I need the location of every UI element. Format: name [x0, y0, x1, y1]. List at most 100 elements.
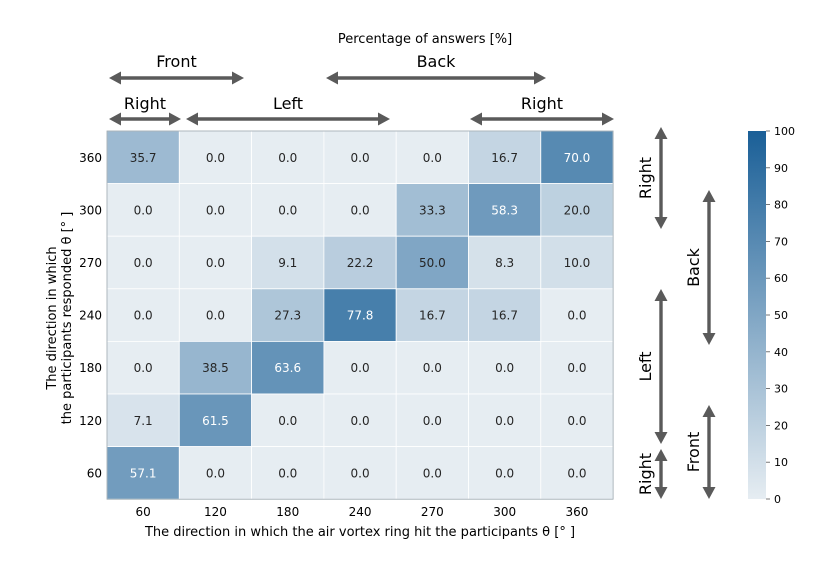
- cell-value-label: 57.1: [130, 466, 157, 480]
- side-range-arrow-head-top: [654, 127, 668, 139]
- heatmap-cell: [251, 183, 325, 237]
- colorbar-tick-label: 70: [774, 235, 788, 248]
- heatmap-cell: [540, 130, 614, 184]
- top-range-label: Right: [521, 94, 563, 113]
- heatmap-cell: [540, 446, 614, 500]
- heatmap-cell: [468, 446, 542, 500]
- heatmap-cell: [106, 130, 180, 184]
- cell-value-label: 10.0: [564, 256, 591, 270]
- heatmap-cell: [323, 288, 397, 342]
- side-range-arrow-head-top: [654, 449, 668, 461]
- top-range-arrow-head-right: [378, 112, 390, 126]
- cell-value-label: 0.0: [134, 256, 153, 270]
- heatmap-cell: [468, 235, 542, 290]
- cell-value-label: 16.7: [491, 151, 518, 165]
- heatmap-cell: [178, 183, 253, 237]
- heatmap-cell: [106, 340, 180, 395]
- top-annotations: Front Back Right Left Right: [109, 52, 614, 126]
- cell-value-label: 27.3: [274, 309, 301, 323]
- side-range-arrow-head-bottom: [654, 487, 668, 499]
- x-tick-label: 180: [276, 505, 299, 519]
- cell-value-label: 0.0: [134, 309, 153, 323]
- x-tick-label: 60: [136, 505, 151, 519]
- cell-value-label: 0.0: [351, 361, 370, 375]
- cell-value-label: 0.0: [278, 151, 297, 165]
- cell-value-label: 22.2: [347, 256, 374, 270]
- heatmap-cell: [178, 446, 253, 500]
- heatmap-cell: [540, 288, 614, 342]
- colorbar-tick-label: 20: [774, 419, 788, 432]
- y-tick-label: 300: [79, 203, 102, 217]
- cell-value-label: 8.3: [495, 256, 514, 270]
- side-range-label: Right: [636, 157, 655, 199]
- cell-value-label: 0.0: [423, 361, 442, 375]
- cell-value-label: 0.0: [351, 466, 370, 480]
- top-range-label: Right: [124, 94, 166, 113]
- cell-value-label: 58.3: [491, 203, 518, 217]
- heatmap-cell: [540, 340, 614, 395]
- y-axis-label-line2: the participants responded θ [° ]: [60, 212, 75, 425]
- cell-value-label: 0.0: [278, 466, 297, 480]
- heatmap-cell: [178, 340, 253, 395]
- cell-value-label: 0.0: [278, 414, 297, 428]
- y-tick-label: 120: [79, 414, 102, 428]
- top-range-arrow-head-left: [326, 71, 338, 85]
- heatmap-cell: [323, 393, 397, 447]
- cell-value-label: 0.0: [206, 466, 225, 480]
- cell-value-label: 0.0: [567, 361, 586, 375]
- top-range-arrow-head-right: [169, 112, 181, 126]
- top-range-label: Back: [417, 52, 457, 71]
- cell-value-label: 63.6: [274, 361, 301, 375]
- x-tick-label: 300: [493, 505, 516, 519]
- cell-value-label: 7.1: [134, 414, 153, 428]
- cell-value-label: 70.0: [564, 151, 591, 165]
- top-range-label: Front: [156, 52, 196, 71]
- top-range-label: Left: [273, 94, 303, 113]
- x-tick-label: 360: [565, 505, 588, 519]
- top-range-arrow-head-right: [232, 71, 244, 85]
- colorbar-tick-label: 100: [774, 125, 795, 138]
- heatmap-cell: [178, 235, 253, 290]
- cell-value-label: 0.0: [206, 151, 225, 165]
- x-tick-label: 270: [421, 505, 444, 519]
- colorbar: [748, 131, 766, 499]
- cell-value-label: 0.0: [567, 309, 586, 323]
- heatmap-cell: [468, 183, 542, 237]
- heatmap-cell: [251, 288, 325, 342]
- cell-value-label: 0.0: [567, 414, 586, 428]
- chart-title: Percentage of answers [%]: [338, 32, 512, 47]
- cell-value-label: 77.8: [347, 309, 374, 323]
- top-range-arrow-head-left: [109, 112, 121, 126]
- side-range-arrow-head-top: [702, 190, 716, 202]
- top-range-arrow-head-left: [470, 112, 482, 126]
- side-range-label: Back: [684, 247, 703, 287]
- cell-value-label: 0.0: [423, 414, 442, 428]
- heatmap-cell: [468, 288, 542, 342]
- colorbar-tick-label: 40: [774, 346, 788, 359]
- cell-value-label: 0.0: [134, 361, 153, 375]
- cell-value-label: 16.7: [491, 309, 518, 323]
- cell-value-label: 0.0: [495, 361, 514, 375]
- cell-value-label: 0.0: [278, 203, 297, 217]
- y-tick-label: 240: [79, 309, 102, 323]
- cell-value-label: 0.0: [351, 203, 370, 217]
- cell-value-label: 0.0: [567, 466, 586, 480]
- side-range-label: Left: [636, 351, 655, 381]
- colorbar-tick-label: 0: [774, 493, 781, 506]
- side-annotations: Right Left Right Back Front: [636, 127, 716, 499]
- cell-value-label: 0.0: [495, 466, 514, 480]
- cell-value-label: 0.0: [206, 256, 225, 270]
- heatmap-cell: [323, 235, 397, 290]
- colorbar-tick-label: 90: [774, 162, 788, 175]
- side-range-arrow-head-top: [654, 289, 668, 301]
- cell-value-label: 38.5: [202, 361, 229, 375]
- heatmap-cell: [395, 235, 469, 290]
- colorbar-ticks: 0 10 20 30 40 50 60 70 80 90 100: [766, 125, 795, 506]
- cell-value-label: 0.0: [206, 203, 225, 217]
- cell-value-label: 9.1: [278, 256, 297, 270]
- side-range-label: Front: [684, 432, 703, 472]
- top-range-arrow-head-left: [186, 112, 198, 126]
- cell-value-label: 0.0: [134, 203, 153, 217]
